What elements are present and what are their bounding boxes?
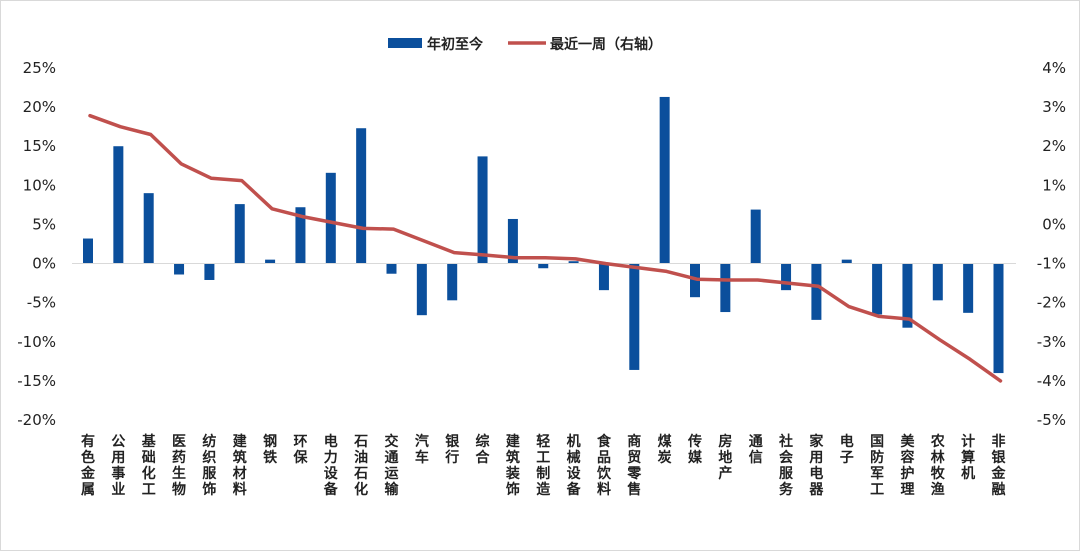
category-label: 通信 bbox=[749, 434, 763, 466]
left-tick-label: -15% bbox=[17, 372, 56, 390]
legend-bar-swatch bbox=[388, 38, 422, 48]
category-label: 国防军工 bbox=[870, 434, 884, 498]
category-label: 交通运输 bbox=[385, 433, 400, 498]
bar bbox=[841, 259, 852, 264]
bar bbox=[113, 146, 124, 264]
bar bbox=[811, 263, 822, 320]
category-label: 美容护理 bbox=[899, 433, 915, 498]
bar bbox=[963, 263, 974, 313]
bar bbox=[598, 263, 609, 291]
bar bbox=[416, 263, 427, 316]
bar bbox=[872, 263, 883, 315]
category-label: 食品饮料 bbox=[596, 433, 612, 498]
bar bbox=[993, 263, 1004, 374]
bar bbox=[477, 156, 488, 264]
category-label: 农林牧渔 bbox=[930, 433, 946, 498]
category-label: 有色金属 bbox=[80, 433, 96, 498]
right-tick-label: 3% bbox=[1042, 98, 1066, 116]
category-label: 非银金融 bbox=[991, 433, 1007, 498]
category-label: 医药生物 bbox=[172, 434, 186, 498]
category-label: 商贸零售 bbox=[626, 433, 642, 498]
bar bbox=[295, 207, 306, 264]
category-label: 机械设备 bbox=[566, 433, 582, 498]
right-tick-label: -3% bbox=[1037, 333, 1066, 351]
bar bbox=[720, 263, 731, 313]
category-label: 石油石化 bbox=[353, 434, 368, 498]
bar bbox=[174, 263, 185, 275]
category-label: 房地产 bbox=[718, 433, 732, 482]
right-tick-label: -1% bbox=[1037, 255, 1066, 273]
left-tick-label: 5% bbox=[32, 215, 56, 233]
bar bbox=[83, 238, 93, 264]
bar-series bbox=[83, 96, 1004, 374]
category-label: 公用事业 bbox=[111, 434, 125, 498]
bar bbox=[356, 128, 367, 264]
bar bbox=[507, 218, 518, 264]
series-line bbox=[88, 113, 1003, 383]
category-label: 家用电器 bbox=[808, 433, 824, 498]
right-tick-label: 0% bbox=[1042, 215, 1066, 233]
left-tick-label: -5% bbox=[27, 294, 56, 312]
right-tick-label: -4% bbox=[1037, 372, 1066, 390]
right-tick-label: 1% bbox=[1042, 176, 1066, 194]
bar bbox=[234, 204, 245, 264]
bar bbox=[932, 263, 943, 301]
bar bbox=[629, 263, 640, 370]
left-tick-label: 10% bbox=[23, 176, 56, 194]
category-label: 电力设备 bbox=[323, 433, 339, 498]
bar bbox=[538, 263, 549, 269]
legend-label: 年初至今 bbox=[427, 36, 483, 53]
left-tick-label: 20% bbox=[23, 98, 56, 116]
bar bbox=[204, 263, 215, 280]
category-label: 传媒 bbox=[687, 433, 703, 466]
bar bbox=[781, 263, 792, 291]
bar bbox=[386, 263, 397, 274]
bar bbox=[143, 193, 154, 264]
category-label: 综合 bbox=[476, 433, 491, 466]
category-label: 汽车 bbox=[415, 433, 429, 466]
category-label: 银行 bbox=[444, 433, 460, 466]
legend: 年初至今 最近一周（右轴） bbox=[388, 36, 662, 53]
right-tick-label: -2% bbox=[1037, 294, 1066, 312]
bar bbox=[750, 209, 761, 264]
category-label: 基础化工 bbox=[142, 433, 157, 498]
right-tick-label: 2% bbox=[1042, 137, 1066, 155]
right-axis: 4% 3% 2% 1% 0% -1% -2% -3% -4% -5% bbox=[1037, 59, 1066, 429]
category-label: 社会服务 bbox=[778, 433, 794, 498]
left-tick-label: -20% bbox=[17, 411, 56, 429]
category-label: 建筑装饰 bbox=[505, 433, 521, 498]
left-axis: 25% 20% 15% 10% 5% 0% -5% -10% -15% -20% bbox=[17, 59, 56, 429]
category-label: 环保 bbox=[292, 434, 308, 466]
bar bbox=[659, 96, 670, 264]
category-label: 建筑材料 bbox=[233, 433, 247, 498]
bar bbox=[265, 259, 276, 264]
bar bbox=[568, 261, 579, 264]
bar bbox=[902, 263, 913, 328]
right-tick-label: -5% bbox=[1037, 411, 1066, 429]
bar bbox=[325, 172, 336, 264]
category-label: 纺织服饰 bbox=[202, 433, 217, 498]
left-tick-label: 0% bbox=[32, 255, 56, 273]
line-series bbox=[88, 113, 1003, 383]
category-label: 煤炭 bbox=[658, 433, 673, 466]
category-label: 钢铁 bbox=[263, 433, 277, 466]
right-tick-label: 4% bbox=[1042, 59, 1066, 77]
left-tick-label: 15% bbox=[23, 137, 56, 155]
bar bbox=[447, 263, 458, 301]
left-tick-label: -10% bbox=[17, 333, 56, 351]
category-label: 轻工制造 bbox=[536, 433, 550, 498]
category-label: 电子 bbox=[840, 433, 854, 466]
legend-label: 最近一周（右轴） bbox=[550, 36, 662, 53]
left-tick-label: 25% bbox=[23, 59, 56, 77]
category-label: 计算机 bbox=[961, 433, 975, 482]
